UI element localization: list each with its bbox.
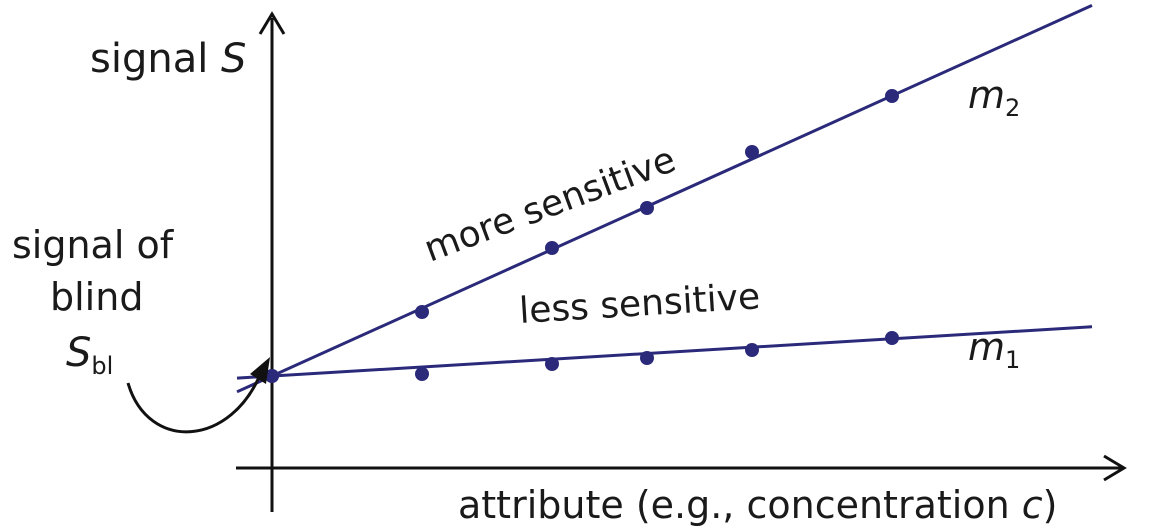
less-sensitive-label: less sensitive <box>518 276 761 332</box>
blind-label-sub: bl <box>91 352 113 380</box>
fit-lines <box>237 5 1092 391</box>
blind-label-line2: blind <box>50 275 143 319</box>
m2-sub: 2 <box>1005 94 1020 122</box>
data-point-m1 <box>885 331 899 345</box>
y-axis-label-text: signal <box>90 36 221 82</box>
m2-label: m2 <box>968 73 1020 122</box>
x-axis-label-close: ) <box>1043 483 1058 527</box>
m1-sub: 1 <box>1005 346 1020 374</box>
x-axis-label-text: attribute (e.g., concentration <box>458 483 1022 527</box>
y-axis-label-var: S <box>221 36 246 82</box>
data-point-m1 <box>640 351 654 365</box>
data-point-m2 <box>885 89 899 103</box>
data-point-m2 <box>415 305 429 319</box>
m2-name: m <box>968 73 1005 117</box>
blind-label-var: S <box>66 330 91 376</box>
blind-label-line1: signal of <box>12 223 175 267</box>
x-axis-label: attribute (e.g., concentration c) <box>458 483 1057 527</box>
data-point-m1 <box>545 357 559 371</box>
data-point-m1 <box>415 367 429 381</box>
x-axis-label-var: c <box>1022 483 1043 527</box>
m1-name: m <box>968 325 1005 369</box>
data-point-m1 <box>745 343 759 357</box>
data-point-m2 <box>640 201 654 215</box>
blind-label-symbol: Sbl <box>66 330 113 380</box>
data-point-m2 <box>545 241 559 255</box>
data-point-m2 <box>745 145 759 159</box>
y-axis-label: signal S <box>90 36 246 82</box>
